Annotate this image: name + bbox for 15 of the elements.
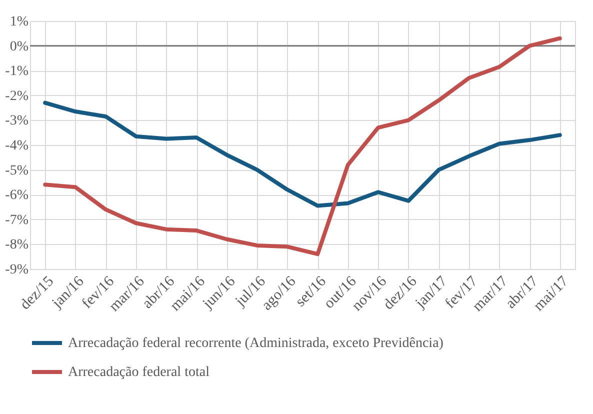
line-series (43, 100, 562, 208)
legend-label: Arrecadação federal recorrente (Administrada, exceto Previdência) (68, 336, 444, 351)
y-tick-label: -7% (5, 212, 29, 228)
y-tick-label: -5% (5, 163, 29, 178)
y-tick-label: -3% (5, 114, 29, 129)
y-tick-label: 0% (10, 39, 29, 54)
line-series (43, 36, 562, 256)
y-tick-label: -6% (5, 188, 29, 204)
y-tick-label: -9% (5, 262, 29, 278)
y-tick-label: -8% (5, 238, 29, 253)
y-tick-label: -2% (5, 88, 29, 104)
y-tick-label: -1% (5, 64, 29, 80)
y-tick-label: 1% (10, 14, 29, 30)
legend-label: Arrecadação federal total (68, 365, 210, 380)
y-tick-label: -4% (5, 138, 29, 154)
